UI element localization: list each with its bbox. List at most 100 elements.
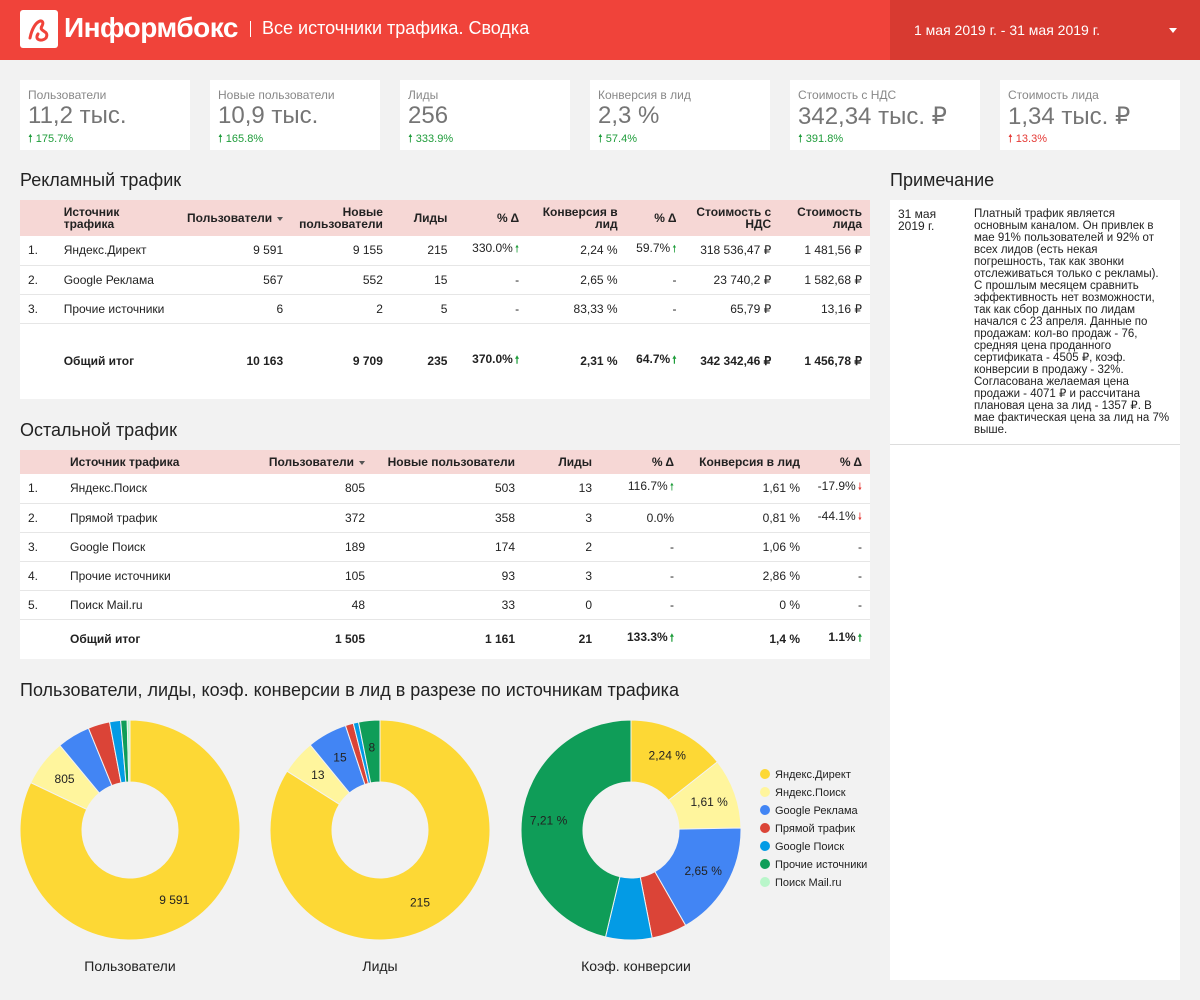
cell-lead_cost: 1 481,56 ₽ [779,236,870,266]
legend-swatch [760,805,770,815]
cell-value: - [515,272,520,287]
col-new-users[interactable]: Новые пользователи [373,450,523,474]
pie-slice[interactable] [654,827,742,927]
col-conversion[interactable]: Конверсия в лид [682,450,808,474]
col-new-users[interactable]: Новые пользователи [291,200,391,236]
col-users-label: Пользователи [187,211,273,225]
table-row[interactable]: 2. Прямой трафик 372 358 3 0.0% 0,81 % -44.1% 🠗 [20,503,870,533]
legend-label: Google Реклама [775,805,858,817]
cell-value: 64.7% [636,352,671,367]
arrow-up-icon: 🠕 [598,133,603,145]
kpi-card: Новые пользователи 10,9 тыс. 🠕 165.8% [210,80,380,150]
cell-leads: 13 [523,474,600,504]
kpi-label: Новые пользователи [218,88,335,102]
pie-slice[interactable] [126,719,131,783]
col-cost[interactable]: Стоимость с НДС [684,200,780,236]
legend-label: Прямой трафик [775,823,856,835]
cell-source: Google Реклама [55,265,174,295]
kpi-card: Стоимость лида 1,34 тыс. ₽ 🠕 13.3% [1000,80,1180,150]
table-row[interactable]: 4. Прочие источники 105 93 3-2,86 % - [20,561,870,591]
legend-item[interactable]: Яндекс.Поиск [760,786,867,804]
cell-d1: - [600,532,682,562]
legend-item[interactable]: Яндекс.Директ [760,768,867,786]
legend-swatch [760,877,770,887]
total-source: Общий итог [70,632,141,647]
cell-conv: 1,61 % [682,474,808,504]
col-source[interactable]: Источник трафика [62,450,197,474]
cell-cost: 65,79 ₽ [684,294,780,324]
cell-value: - [515,301,520,316]
cell-users: 372 [197,503,373,533]
table-row[interactable]: 1. Яндекс.Поиск 805 503 13 116.7% 🠕 1,61 % -17.9… [20,474,870,504]
table-row[interactable]: 5. Поиск Mail.ru 48 33 0-0 % - [20,590,870,620]
cell-value: - [670,597,674,612]
kpi-delta-value: 13.3% [1015,133,1047,145]
cell-value: - [858,539,862,554]
table-row[interactable]: 3. Google Поиск 189 174 2-1,06 % - [20,532,870,562]
data-label: 805 [55,772,75,786]
cell-leads: 5 [390,294,456,324]
kpi-card: Стоимость с НДС 342,34 тыс. ₽ 🠕 391.8% [790,80,980,150]
legend-item[interactable]: Прямой трафик [760,822,867,840]
cell-d1: 116.7% 🠕 [600,474,682,504]
cell-conv: 1,06 % [682,532,808,562]
kpi-delta-value: 57.4% [605,133,637,145]
legend-swatch [760,787,770,797]
sort-desc-icon[interactable] [359,460,365,465]
col-users[interactable]: Пользователи [197,450,373,474]
row-number: 5. [20,590,62,620]
chevron-down-icon[interactable] [1169,28,1177,33]
donut-charts: 9 591 805 215 13 15 8 2,24 % 1,61 % 2,65 % 7,21 % [19,719,742,941]
arrow-down-icon: 🠗 [857,482,862,494]
chart-caption-users: Пользователи [84,958,176,974]
note-title: Примечание [890,170,995,190]
cell-new_users: 93 [373,561,523,591]
legend-item[interactable]: Поиск Mail.ru [760,876,867,894]
col-leads[interactable]: Лиды [523,450,600,474]
col-conversion[interactable]: Конверсия в лид [527,200,626,236]
other-traffic-table: Источник трафика Пользователи Новые поль… [20,450,870,659]
sort-desc-icon[interactable] [277,216,284,221]
col-delta-conversion[interactable]: % Δ [625,200,685,236]
arrow-up-icon: 🠕 [408,133,413,145]
cell-d2: -17.9% 🠗 [808,474,870,504]
total-leads: 235 [427,354,448,369]
cell-new_users: 174 [373,532,523,562]
arrow-up-icon: 🠕 [514,244,520,256]
col-delta-leads[interactable]: % Δ [455,200,528,236]
pie-slice[interactable] [357,719,381,784]
cell-source: Прочие источники [62,561,197,591]
table-row[interactable]: 2. Google Реклама 567 552 15-2,65 % -23 740,2… [20,265,870,295]
col-source[interactable]: Источник трафика [55,200,174,236]
cell-source: Яндекс.Поиск [62,474,197,504]
total-users: 1 505 [334,632,365,647]
col-delta-conversion[interactable]: % Δ [808,450,870,474]
col-lead-cost[interactable]: Стоимость лида [779,200,870,236]
pie-slice[interactable] [520,719,632,938]
date-range-picker[interactable]: 1 мая 2019 г. - 31 мая 2019 г. [890,0,1200,60]
pie-slice[interactable] [269,719,491,941]
legend-item[interactable]: Google Поиск [760,840,867,858]
note-text: Платный трафик является основным каналом… [974,208,1170,436]
table-row[interactable]: 3. Прочие источники 6 2 5-83,33 % -65,79 ₽13,… [20,294,870,324]
cell-conv: 0,81 % [682,503,808,533]
legend-item[interactable]: Прочие источники [760,858,867,876]
data-label: 13 [311,768,325,782]
legend-item[interactable]: Google Реклама [760,804,867,822]
data-label: 7,21 % [530,813,568,827]
table-row[interactable]: 1. Яндекс.Директ 9 591 9 155 215 330.0% 🠕 2,24 … [20,236,870,266]
legend-swatch [760,859,770,869]
kpi-label: Стоимость лида [1008,88,1099,102]
kpi-value: 11,2 тыс. [28,102,127,129]
col-delta-leads[interactable]: % Δ [600,450,682,474]
col-leads[interactable]: Лиды [390,200,456,236]
total-row: Общий итог 10 163 9 709 235 370.0% 🠕 2,31 % 64.… [20,323,870,399]
col-users[interactable]: Пользователи [173,200,292,236]
page-title: Все источники трафика. Сводка [262,18,530,38]
pie-slice[interactable] [19,719,241,941]
cell-d2: - [808,590,870,620]
charts-title: Пользователи, лиды, коэф. конверсии в ли… [20,680,679,700]
arrow-up-icon: 🠕 [669,633,674,645]
row-number: 1. [20,236,56,266]
cell-d2: -44.1% 🠗 [808,503,870,533]
